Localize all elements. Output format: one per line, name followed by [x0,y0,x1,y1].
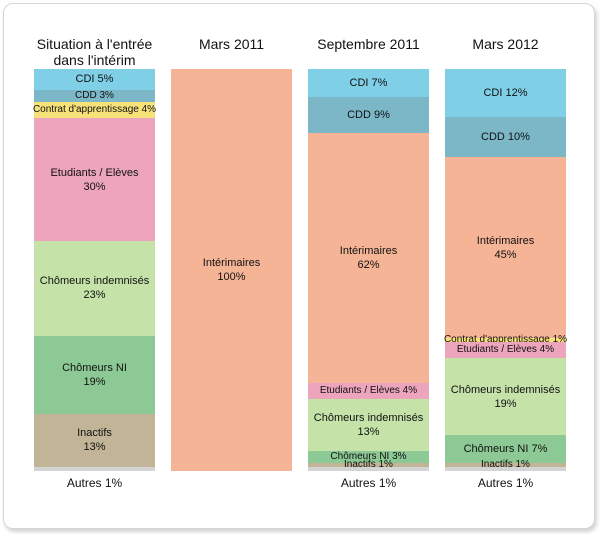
stacked-bar: CDI 7% CDD 9% Intérimaires 62% Etudiants / E… [308,69,429,471]
bar-segment: Chômeurs indemnisés 19% [445,358,566,435]
bar-segment: Contrat d'apprentissage 1% [444,334,567,345]
bar-segment: CDD 9% [308,97,429,134]
bar-segment: Etudiants / Elèves 4% [445,342,566,359]
footer-label: Autres 1% [477,476,534,490]
bar-segment: Chômeurs NI 3% [308,450,429,463]
bar-segment: Inactifs 13% [34,413,155,467]
bar-segment: Chômeurs NI 19% [34,335,155,414]
segment-label: Intérimaires 62% [339,244,398,271]
segment-label: Intérimaires 45% [476,234,535,261]
bar-segment: CDD 3% [34,89,155,102]
column-title: Mars 2012 [472,36,539,52]
bar-segment: CDD 10% [445,117,566,158]
segment-label: Contrat d'apprentissage 1% [443,334,568,346]
column-title: Mars 2011 [198,36,265,52]
bar-segment: CDI 7% [308,69,429,98]
bar-segment: Inactifs 1% [445,459,566,470]
segment-label: Inactifs 13% [77,427,112,454]
bar-segment: Chômeurs indemnisés 23% [34,241,155,336]
segment-label: CDI 12% [483,87,528,100]
segment-label: Inactifs 1% [344,458,393,470]
bar-segment: Etudiants / Elèves 30% [34,118,155,242]
bar-segment: Chômeurs NI 7% [445,434,566,463]
bar-segment: Chômeurs indemnisés 13% [308,398,429,451]
segment-label: CDI 5% [75,73,114,86]
stacked-bar: CDI 12% CDD 10% Intérimaires 45% Contrat d'a… [444,69,567,471]
column-title: Septembre 2011 [317,36,420,52]
segment-label: CDI 7% [349,77,388,90]
bar-segment: Intérimaires 100% [171,69,292,471]
bar-segment [445,466,566,471]
bar-segment [34,466,155,471]
bar-segment: Inactifs 1% [308,459,429,470]
bar-segment: Intérimaires 62% [308,133,429,383]
segment-label: Chômeurs indemnisés 19% [450,383,561,410]
bar-segment: CDI 12% [445,69,566,118]
segment-label: Contrat d'apprentissage 4% [32,104,157,116]
segment-label: Etudiants / Elèves 30% [50,166,139,193]
segment-label: Chômeurs indemnisés 13% [313,411,424,438]
stacked-bar: CDI 5% CDD 3% Contrat d'apprentissage 4% Et… [32,69,157,471]
segment-label: Etudiants / Elèves 4% [319,384,418,396]
bar-segment: Intérimaires 45% [445,157,566,339]
bar-segment: CDI 5% [34,69,155,90]
segment-label: Chômeurs NI 3% [330,450,407,462]
bar-segment: Contrat d'apprentissage 4% [32,101,157,119]
bar-segment [308,466,429,471]
segment-label: Inactifs 1% [481,458,530,470]
segment-label: CDD 9% [347,109,390,122]
stacked-bar: Intérimaires 100% [171,69,292,471]
segment-label: CDD 10% [481,131,530,144]
segment-label: Intérimaires 100% [202,257,261,283]
column-title: Situation à l'entrée dans l'intérim [36,36,153,68]
segment-label: Etudiants / Elèves 4% [456,344,555,356]
footer-label: Autres 1% [340,476,397,490]
footer-label: Autres 1% [66,476,123,490]
segment-label: Chômeurs NI 19% [62,361,127,388]
segment-label: CDD 3% [75,89,114,101]
bar-segment: Etudiants / Elèves 4% [308,382,429,399]
segment-label: Chômeurs NI 7% [463,442,548,455]
segment-label: Chômeurs indemnisés 23% [39,275,150,302]
